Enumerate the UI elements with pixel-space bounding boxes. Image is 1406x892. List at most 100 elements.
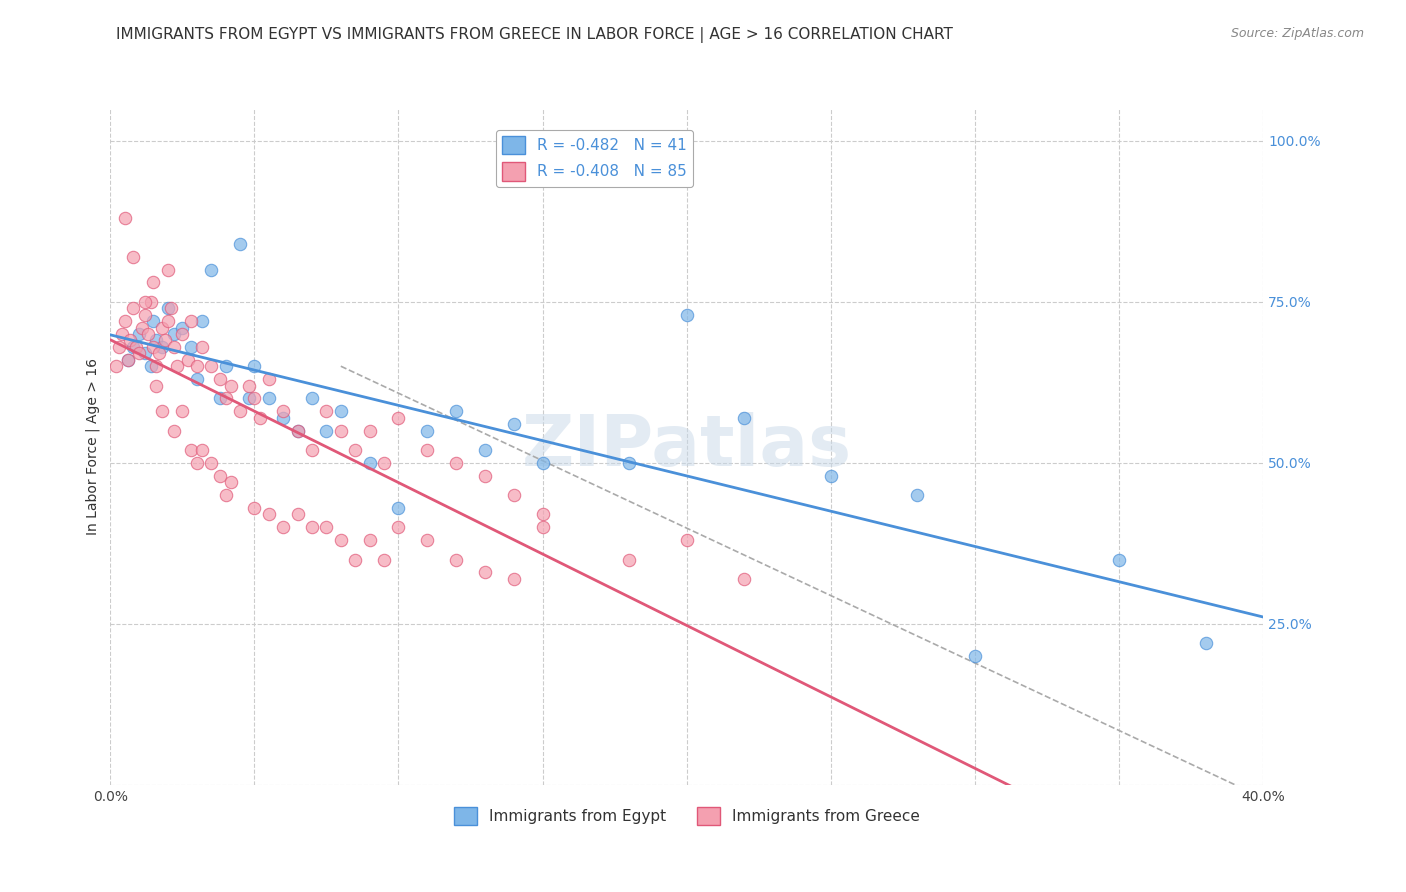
- Point: [145, 378, 167, 392]
- Point: [257, 392, 280, 406]
- Point: [617, 456, 640, 470]
- Point: [329, 424, 352, 438]
- Point: [531, 508, 554, 522]
- Point: [344, 552, 367, 566]
- Point: [257, 372, 280, 386]
- Point: [502, 572, 524, 586]
- Point: [373, 456, 395, 470]
- Point: [373, 552, 395, 566]
- Point: [122, 340, 145, 354]
- Point: [416, 424, 439, 438]
- Point: [474, 442, 496, 457]
- Point: [131, 320, 153, 334]
- Point: [243, 392, 266, 406]
- Point: [531, 456, 554, 470]
- Point: [387, 410, 409, 425]
- Point: [359, 424, 381, 438]
- Point: [444, 456, 467, 470]
- Legend: Immigrants from Egypt, Immigrants from Greece: Immigrants from Egypt, Immigrants from G…: [447, 801, 925, 831]
- Point: [122, 301, 145, 316]
- Y-axis label: In Labor Force | Age > 16: In Labor Force | Age > 16: [86, 359, 100, 535]
- Point: [301, 520, 323, 534]
- Point: [214, 392, 236, 406]
- Point: [162, 340, 184, 354]
- Text: ZIPatlas: ZIPatlas: [522, 412, 852, 482]
- Point: [139, 294, 162, 309]
- Point: [150, 404, 173, 418]
- Point: [444, 552, 467, 566]
- Point: [142, 276, 165, 290]
- Point: [172, 320, 194, 334]
- Point: [191, 314, 214, 328]
- Point: [359, 533, 381, 548]
- Point: [125, 340, 148, 354]
- Point: [117, 352, 139, 367]
- Point: [1194, 636, 1216, 650]
- Text: IMMIGRANTS FROM EGYPT VS IMMIGRANTS FROM GREECE IN LABOR FORCE | AGE > 16 CORREL: IMMIGRANTS FROM EGYPT VS IMMIGRANTS FROM…: [115, 27, 953, 43]
- Point: [257, 508, 280, 522]
- Point: [444, 404, 467, 418]
- Point: [208, 392, 231, 406]
- Point: [191, 340, 214, 354]
- Point: [287, 424, 309, 438]
- Point: [238, 378, 260, 392]
- Point: [172, 404, 194, 418]
- Point: [329, 404, 352, 418]
- Point: [238, 392, 260, 406]
- Point: [675, 308, 697, 322]
- Point: [156, 314, 179, 328]
- Point: [243, 500, 266, 515]
- Point: [186, 456, 208, 470]
- Point: [416, 442, 439, 457]
- Point: [229, 404, 252, 418]
- Point: [145, 334, 167, 348]
- Point: [359, 456, 381, 470]
- Point: [148, 346, 170, 360]
- Point: [271, 410, 294, 425]
- Point: [315, 404, 337, 418]
- Point: [162, 326, 184, 341]
- Point: [287, 424, 309, 438]
- Point: [271, 404, 294, 418]
- Point: [117, 352, 139, 367]
- Point: [243, 359, 266, 374]
- Point: [200, 262, 222, 277]
- Point: [150, 320, 173, 334]
- Point: [150, 340, 173, 354]
- Point: [166, 359, 188, 374]
- Point: [387, 500, 409, 515]
- Point: [1108, 552, 1130, 566]
- Point: [128, 346, 150, 360]
- Point: [208, 372, 231, 386]
- Point: [156, 262, 179, 277]
- Point: [134, 294, 156, 309]
- Point: [315, 424, 337, 438]
- Point: [905, 488, 928, 502]
- Point: [474, 566, 496, 580]
- Point: [134, 346, 156, 360]
- Point: [153, 334, 176, 348]
- Point: [180, 442, 202, 457]
- Point: [219, 475, 242, 490]
- Point: [214, 488, 236, 502]
- Text: Source: ZipAtlas.com: Source: ZipAtlas.com: [1230, 27, 1364, 40]
- Point: [200, 456, 222, 470]
- Point: [502, 417, 524, 432]
- Point: [344, 442, 367, 457]
- Point: [114, 211, 136, 225]
- Point: [502, 488, 524, 502]
- Point: [208, 468, 231, 483]
- Point: [474, 468, 496, 483]
- Point: [180, 314, 202, 328]
- Point: [142, 340, 165, 354]
- Point: [180, 340, 202, 354]
- Point: [675, 533, 697, 548]
- Point: [120, 334, 142, 348]
- Point: [114, 314, 136, 328]
- Point: [820, 468, 842, 483]
- Point: [177, 352, 200, 367]
- Point: [134, 308, 156, 322]
- Point: [139, 359, 162, 374]
- Point: [108, 340, 131, 354]
- Point: [301, 442, 323, 457]
